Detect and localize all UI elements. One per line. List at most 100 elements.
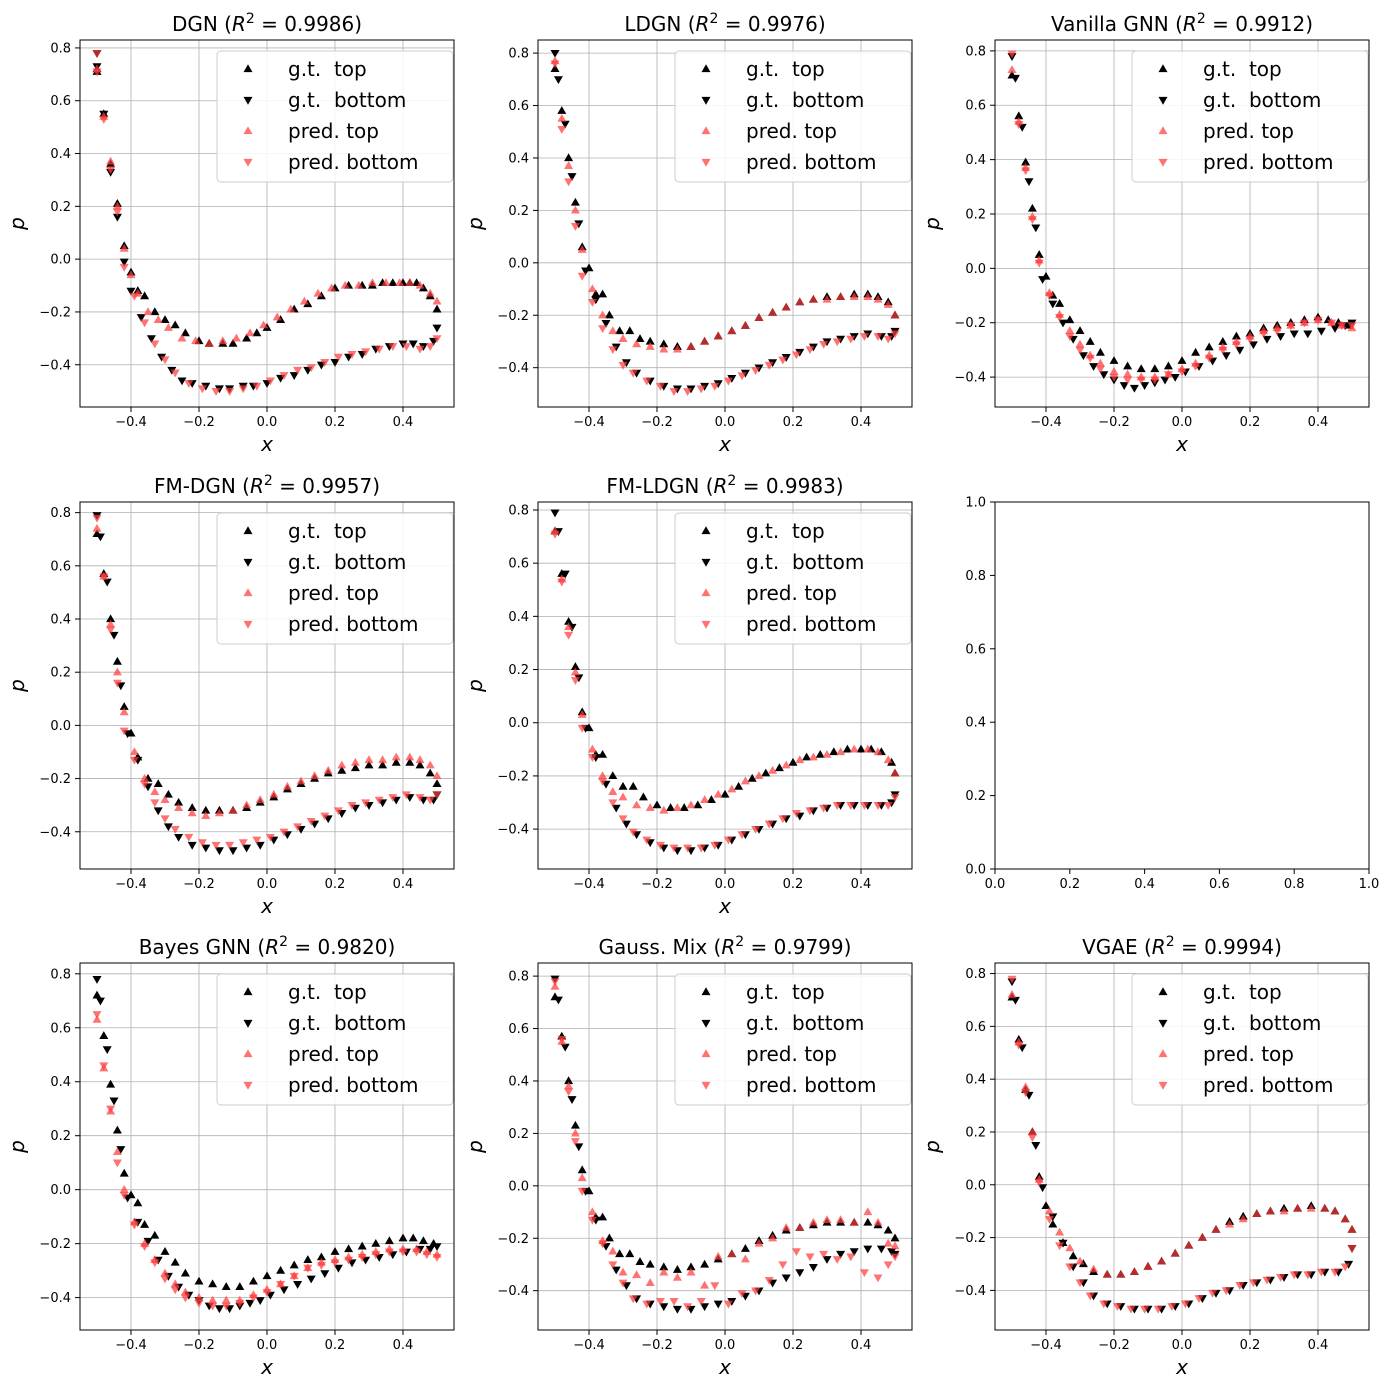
title-value: = 0.9986) (255, 12, 362, 36)
data-point (1153, 1305, 1163, 1314)
data-point (1055, 1242, 1065, 1251)
data-point (415, 794, 425, 802)
data-point (1129, 384, 1139, 393)
x-tick-label: 0.8 (1284, 877, 1305, 892)
data-point (1289, 330, 1299, 339)
data-point (737, 372, 747, 381)
data-point (710, 841, 720, 850)
data-point (177, 333, 187, 342)
data-point (1276, 333, 1286, 342)
data-point (388, 794, 398, 802)
data-point (371, 1251, 381, 1260)
axes-frame (994, 962, 1370, 1331)
data-point (557, 1035, 567, 1044)
legend-label: g.t. bottom (1203, 1011, 1321, 1035)
data-point (577, 245, 587, 253)
data-point (330, 1259, 340, 1268)
data-point (645, 342, 655, 350)
legend-label: pred. top (288, 1042, 379, 1066)
data-point (333, 807, 343, 816)
data-point (618, 334, 628, 342)
data-point (150, 307, 160, 316)
data-point (659, 339, 669, 348)
data-point (737, 1290, 747, 1298)
data-point (645, 1259, 655, 1268)
legend-marker (243, 558, 253, 567)
data-point (99, 573, 109, 582)
data-point (570, 677, 580, 685)
x-tick-label: 0.4 (1308, 1338, 1329, 1353)
data-point (119, 707, 129, 716)
data-point (112, 679, 122, 688)
data-point (248, 1294, 258, 1303)
data-point (1089, 1264, 1099, 1273)
data-point (693, 800, 703, 809)
data-point (550, 60, 560, 69)
data-point (425, 343, 435, 351)
data-point (696, 1298, 706, 1306)
data-point (367, 278, 377, 287)
x-tick-label: 0.4 (1134, 877, 1155, 892)
legend-label: pred. bottom (746, 1073, 877, 1097)
data-point (700, 1280, 710, 1289)
data-point (696, 844, 706, 853)
data-point (432, 779, 442, 788)
data-point (883, 335, 893, 344)
data-point (194, 1299, 204, 1308)
data-point (570, 1128, 580, 1137)
data-point (635, 334, 645, 342)
data-point (1197, 1232, 1207, 1241)
data-point (832, 1256, 842, 1264)
data-point (92, 990, 102, 999)
legend-marker (701, 526, 711, 535)
data-point (194, 1292, 204, 1301)
data-point (618, 361, 628, 370)
title-r-symbol: R (232, 12, 246, 36)
data-point (795, 755, 805, 764)
data-point (1021, 1089, 1031, 1098)
data-point (102, 1046, 112, 1055)
data-point (819, 804, 829, 813)
data-point (873, 802, 883, 810)
data-point (598, 325, 608, 334)
title-value: = 0.9983) (736, 474, 843, 498)
data-point (764, 361, 774, 370)
legend-label: g.t. bottom (288, 550, 406, 574)
x-tick-label: 0.0 (257, 415, 278, 430)
data-point (163, 323, 173, 331)
legend-label: pred. top (746, 1042, 837, 1066)
data-point (577, 1173, 587, 1182)
data-point (160, 1247, 170, 1255)
data-point (890, 794, 900, 802)
legend-marker (701, 588, 711, 597)
x-tick-label: −0.2 (1098, 415, 1130, 430)
data-point (764, 1277, 774, 1285)
data-point (666, 803, 676, 811)
data-point (890, 1233, 900, 1242)
data-point (116, 1146, 126, 1154)
data-point (700, 795, 710, 803)
data-point (598, 310, 608, 319)
y-tick-label: 0.0 (965, 863, 986, 878)
subplot-1: −0.4 −0.2 0.0 0.2 0.4 −0.4 −0.2 0.0 0.2 0.4 0.6 0.8… (5, 11, 455, 456)
data-point (808, 294, 818, 303)
data-point (683, 844, 693, 853)
x-axis-label: x (260, 432, 273, 456)
data-point (1299, 319, 1309, 328)
data-point (1027, 216, 1037, 225)
data-point (306, 817, 316, 826)
data-point (384, 1236, 394, 1245)
data-point (836, 747, 846, 756)
data-point (564, 1081, 574, 1090)
data-point (836, 1250, 846, 1259)
data-point (846, 1253, 856, 1262)
data-point (863, 1207, 873, 1216)
data-point (160, 795, 170, 803)
data-point (1065, 326, 1075, 335)
data-point (1340, 1214, 1350, 1223)
data-point (734, 781, 744, 790)
data-point (1014, 1041, 1024, 1050)
y-tick-label: 0.6 (508, 99, 529, 114)
y-tick-label: 0.0 (965, 1178, 986, 1193)
data-point (832, 338, 842, 347)
